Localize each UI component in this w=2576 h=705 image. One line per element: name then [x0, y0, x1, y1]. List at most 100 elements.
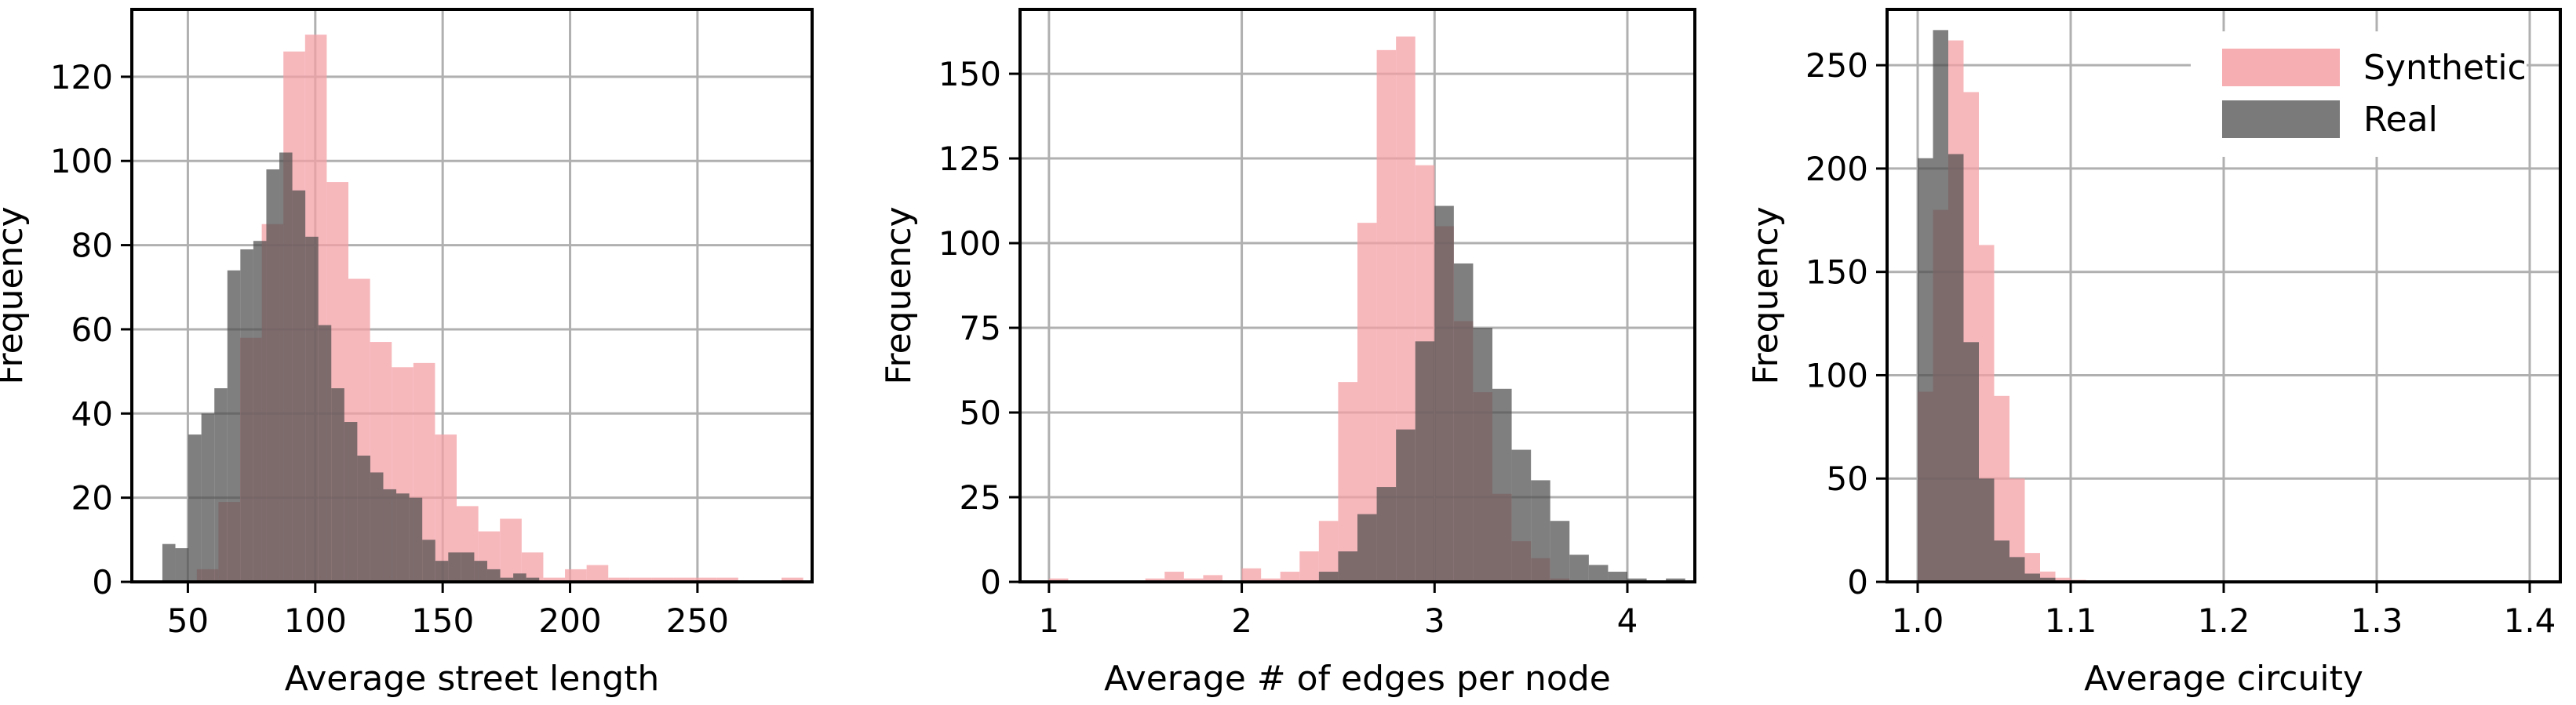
y-tick-label: 50: [960, 394, 1001, 432]
bar-real: [383, 489, 397, 582]
bar-synthetic: [1183, 578, 1204, 582]
x-tick-label: 1.4: [2504, 601, 2556, 640]
bar-real: [188, 434, 202, 582]
x-tick-label: 3: [1424, 601, 1445, 640]
bar-real: [253, 241, 267, 582]
bar-synthetic: [1261, 578, 1281, 582]
bar-synthetic: [782, 577, 803, 582]
bar-real: [1627, 578, 1647, 582]
axes-frame: [130, 8, 814, 583]
panel-edges-per-node: 1 2 3 4 0 25 50 75 100 125 150 Average # of edges p…: [879, 8, 1696, 699]
legend-label-synthetic: Synthetic: [2363, 48, 2527, 88]
bar-real: [1569, 554, 1589, 582]
x-tick-label: 1.2: [2198, 601, 2250, 640]
bar-real: [357, 455, 370, 582]
bar-real: [500, 577, 514, 582]
bar-real: [1918, 158, 1933, 582]
legend-label-real: Real: [2363, 100, 2438, 140]
bar-synthetic: [629, 577, 652, 582]
bar-synthetic: [2055, 577, 2071, 582]
bar-synthetic: [543, 577, 566, 582]
bar-real: [1473, 328, 1492, 582]
x-tick-label: 1.3: [2351, 601, 2403, 640]
y-tick-label: 100: [50, 142, 113, 180]
y-axis-label: Frequency: [0, 206, 31, 384]
x-tick-label: 1.0: [1892, 601, 1944, 640]
bar-real: [1933, 30, 1948, 583]
y-tick-label: 0: [1847, 563, 1868, 601]
bar-synthetic: [2009, 478, 2025, 582]
bar-real: [1415, 341, 1435, 582]
bar-real: [526, 577, 540, 582]
panel-circuity: 1.0 1.1 1.2 1.3 1.4 0 50 100 150 200 250 Average ci…: [1746, 8, 2562, 699]
y-tick-label: 250: [1805, 46, 1868, 85]
bar-real: [1994, 540, 2009, 582]
y-tick-label: 25: [960, 478, 1001, 517]
bar-synthetic: [1145, 578, 1165, 582]
legend-swatch-real: [2222, 100, 2340, 138]
bar-real: [1666, 578, 1685, 582]
bar-synthetic: [673, 577, 695, 582]
bar-real: [370, 472, 384, 582]
x-tick-label: 4: [1617, 601, 1638, 640]
bar-real: [279, 152, 293, 582]
x-tick-label: 150: [411, 601, 474, 640]
bar-real: [1318, 572, 1339, 582]
x-tick-label: 50: [167, 601, 209, 640]
bar-real: [344, 422, 358, 582]
bar-real: [461, 552, 475, 582]
bar-synthetic: [1338, 382, 1357, 582]
bar-synthetic: [1994, 395, 2009, 582]
bar-real: [2040, 577, 2056, 582]
bar-synthetic: [500, 518, 522, 582]
x-axis-label: Average street length: [285, 659, 660, 699]
x-axis-label: Average circuity: [2084, 659, 2363, 699]
x-tick-label: 2: [1231, 601, 1252, 640]
bar-real: [1948, 154, 1964, 582]
bar-synthetic: [694, 577, 717, 582]
bar-real: [1434, 205, 1454, 582]
bar-real: [1588, 565, 1609, 582]
bar-real: [2024, 573, 2040, 582]
y-tick-label: 150: [1805, 253, 1868, 292]
bar-synthetic: [1203, 575, 1222, 582]
bar-real: [1492, 388, 1512, 582]
series-real-street-length: [162, 152, 540, 582]
bar-real: [1550, 521, 1570, 582]
bar-real: [435, 561, 449, 582]
y-axis-label: Frequency: [1746, 206, 1786, 384]
bar-real: [396, 493, 410, 582]
series-real-edges-per-node: [1318, 205, 1685, 582]
bar-real: [318, 325, 332, 582]
bar-real: [448, 552, 461, 582]
bar-real: [1338, 551, 1357, 582]
bar-real: [1357, 514, 1377, 582]
bar-synthetic: [1164, 572, 1184, 582]
bar-real: [201, 413, 215, 582]
bar-synthetic: [716, 577, 738, 582]
y-tick-label: 50: [1827, 460, 1868, 498]
bar-real: [266, 169, 280, 582]
bar-real: [240, 249, 253, 582]
bar-real: [292, 190, 306, 582]
legend-swatch-synthetic: [2222, 49, 2340, 86]
x-tick-label: 250: [666, 601, 729, 640]
bar-real: [474, 561, 487, 582]
series-real-circuity: [1918, 30, 2056, 583]
bar-real: [175, 548, 189, 582]
y-tick-label: 100: [1805, 356, 1868, 394]
bar-real: [1511, 449, 1532, 582]
y-tick-label: 0: [92, 563, 113, 601]
y-tick-label: 60: [71, 311, 113, 349]
bar-synthetic: [1048, 578, 1069, 582]
bar-synthetic: [608, 577, 630, 582]
bar-real: [409, 497, 423, 582]
y-axis-label: Frequency: [879, 206, 919, 384]
y-tick-label: 20: [71, 479, 113, 518]
bar-synthetic: [1280, 572, 1300, 582]
bar-synthetic: [586, 565, 609, 582]
bar-real: [422, 540, 435, 582]
bar-real: [227, 270, 241, 582]
legend: Synthetic Real: [2191, 31, 2527, 157]
